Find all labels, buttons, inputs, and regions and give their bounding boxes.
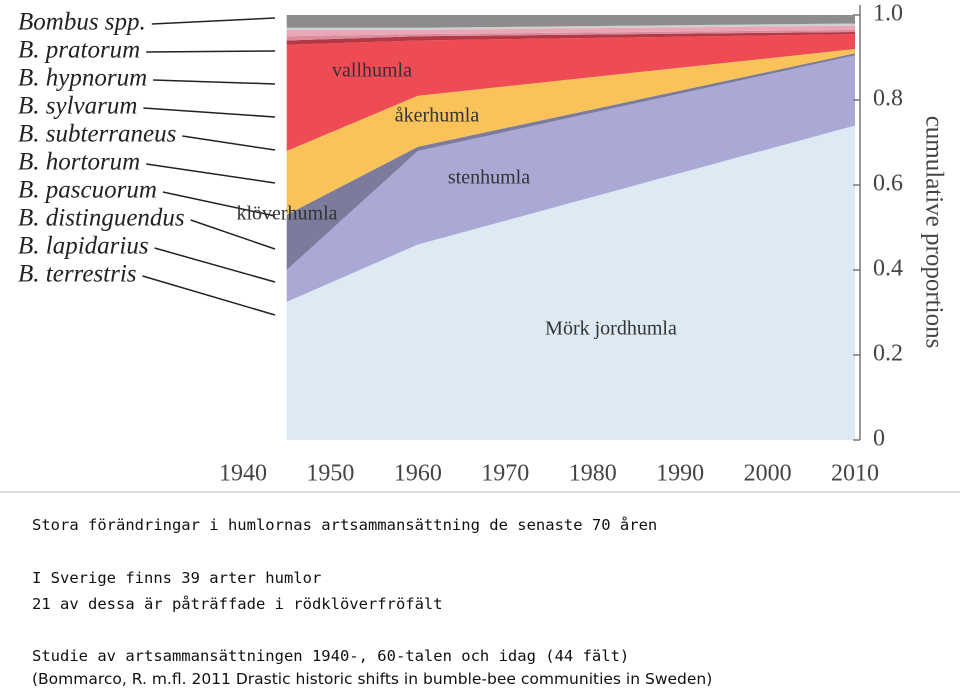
legend-label: B. distinguendus [18,205,185,232]
legend-label: B. pascuorum [18,177,157,204]
area [286,15,855,28]
x-tick-label: 1940 [219,461,267,487]
area [286,32,855,45]
x-tick-label: 1960 [394,461,442,487]
leader-line [190,219,276,250]
area [286,49,855,215]
y-tick-label: 0.8 [873,86,903,112]
legend-label: B. hortorum [18,149,140,176]
annotation: stenhumla [448,167,530,189]
leader-line [153,79,276,85]
legend-label: B. pratorum [18,37,140,64]
reference: (Bommarco, R. m.fl. 2011 Drastic histori… [32,670,713,688]
x-tick-label: 1970 [481,461,529,487]
legend-label: B. subterraneus [18,121,176,148]
leader-line [146,163,276,184]
legend-label: B. sylvarum [18,93,137,120]
annotation: vallhumla [332,60,412,82]
area [286,125,855,440]
study: Studie av artsammansättningen 1940-, 60-… [32,647,630,665]
y-tick-label: 0 [873,426,885,452]
x-tick-label: 1950 [306,461,354,487]
y-tick-label: 0.4 [873,256,903,282]
area [286,55,855,302]
leader-line [182,135,276,151]
y-axis-label: cumulative proportions [920,116,947,349]
leader-line [143,107,276,118]
annotation: klöverhumla [236,203,337,225]
area [286,25,855,37]
legend-label: B. lapidarius [18,233,149,260]
x-tick-label: 2000 [744,461,792,487]
area [286,23,855,30]
annotation: Mörk jordhumla [545,318,677,340]
text-line: I Sverige finns 39 arter humlor [32,569,322,587]
area [286,29,855,41]
legend-label: B. terrestris [18,261,137,288]
heading: Stora förändringar i humlornas artsamman… [32,516,658,534]
legend-label: B. hypnorum [18,65,147,92]
leader-line [162,191,276,217]
area [286,53,855,270]
area [286,34,855,151]
x-tick-label: 2010 [831,461,879,487]
text-line: 21 av dessa är påträffade i rödklöverfrö… [32,595,443,613]
leader-line [154,247,276,283]
leader-line [142,275,276,316]
annotation: åkerhumla [395,105,480,127]
chart: cumulative proportions 0 0.2 0.4 0.6 0.8 1.0 1… [0,0,960,493]
leader-line [146,50,276,53]
y-tick-label: 0.2 [873,341,903,367]
leader-line [151,17,276,25]
x-tick-label: 1980 [569,461,617,487]
y-tick-label: 1.0 [873,1,903,27]
x-tick-label: 1990 [656,461,704,487]
legend-label: Bombus spp. [18,9,146,36]
y-tick-label: 0.6 [873,171,903,197]
